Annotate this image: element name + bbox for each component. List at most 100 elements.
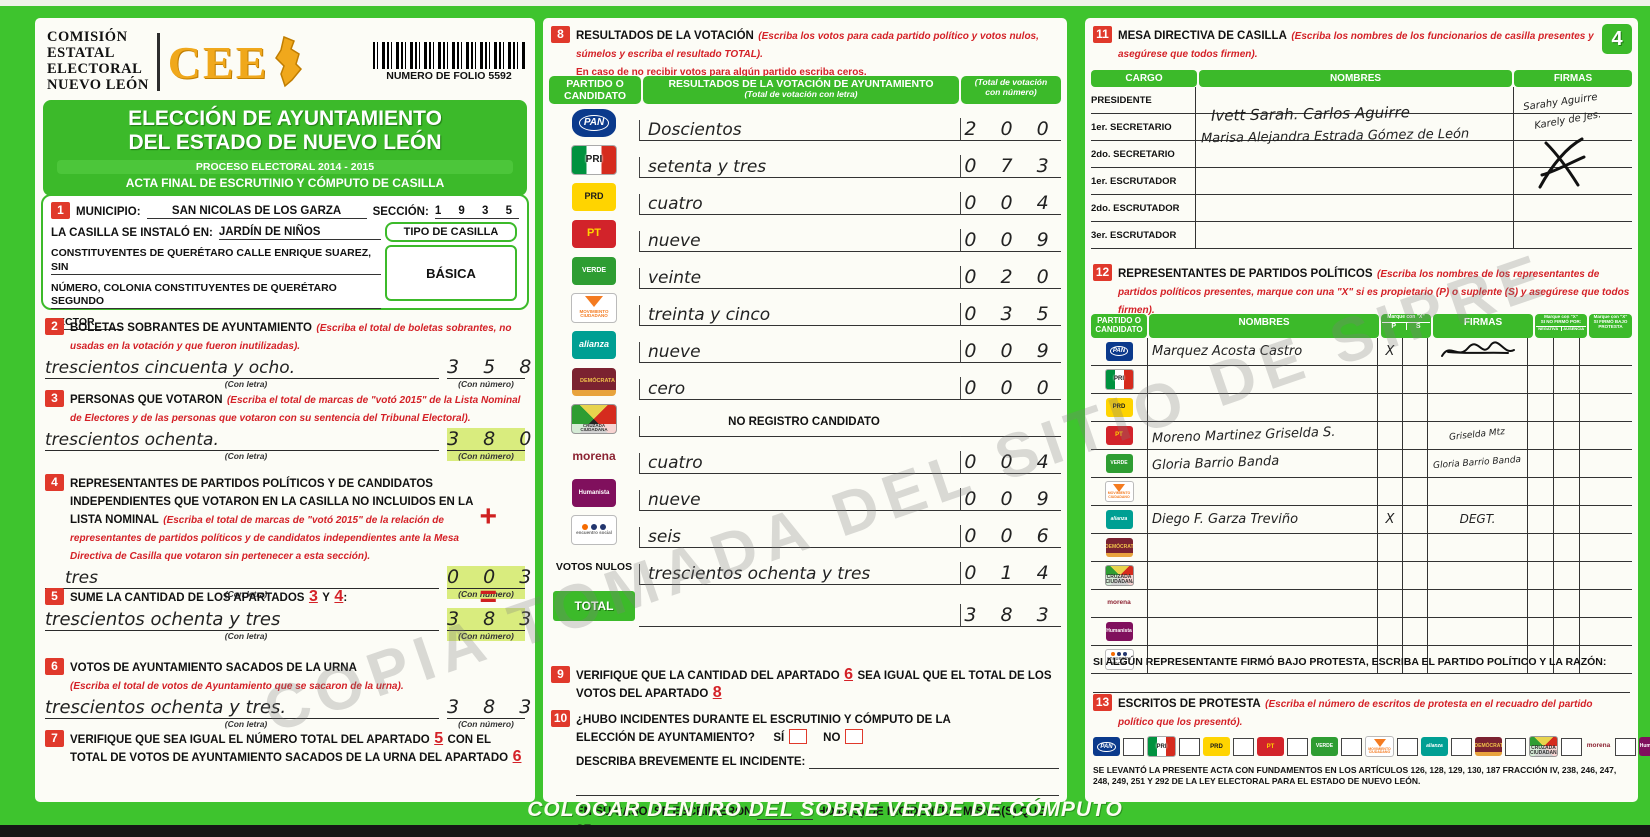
votes-number: 0 0 4 (964, 451, 1058, 474)
negativa-cell[interactable] (1527, 561, 1553, 589)
protesta-cell[interactable] (1579, 337, 1632, 365)
section-number: 7 (45, 730, 64, 747)
nombre-cell (1195, 87, 1513, 113)
negativa-cell[interactable] (1527, 421, 1553, 449)
protesta-cell[interactable] (1579, 617, 1632, 645)
propietario-cell[interactable] (1377, 589, 1402, 617)
propietario-cell[interactable] (1377, 477, 1402, 505)
ausencia-cell[interactable] (1553, 393, 1579, 421)
suplente-cell[interactable] (1402, 645, 1427, 673)
morena-protesta-box[interactable] (1615, 737, 1636, 756)
firma-cell (1427, 645, 1527, 673)
ausencia-cell[interactable] (1553, 449, 1579, 477)
propietario-cell[interactable] (1377, 449, 1402, 477)
negativa-cell[interactable] (1527, 365, 1553, 393)
suplente-cell[interactable] (1402, 561, 1427, 589)
suplente-cell[interactable] (1402, 589, 1427, 617)
total-label-cell: TOTAL (549, 591, 639, 622)
negativa-cell[interactable] (1527, 477, 1553, 505)
propietario-cell[interactable]: X (1377, 337, 1402, 365)
ausencia-cell[interactable] (1553, 589, 1579, 617)
header-text: PARTIDO O (566, 78, 624, 90)
protesta-cell[interactable] (1579, 477, 1632, 505)
protesta-cell[interactable] (1579, 365, 1632, 393)
na-protesta-box[interactable] (1451, 737, 1472, 756)
protesta-cell[interactable] (1579, 533, 1632, 561)
suplente-cell[interactable] (1402, 365, 1427, 393)
votes-number: 0 0 0 (964, 377, 1058, 400)
firma-cell (1513, 195, 1632, 221)
numero-cell: 2 0 0 (960, 118, 1061, 142)
section-8-title: RESULTADOS DE LA VOTACIÓN (576, 30, 754, 42)
protesta-cell[interactable] (1579, 645, 1632, 673)
suplente-cell[interactable] (1402, 617, 1427, 645)
result-row-encuentro: encuentro social seis 0 0 6 (549, 511, 1061, 549)
suplente-cell[interactable] (1402, 533, 1427, 561)
propietario-cell[interactable] (1377, 421, 1402, 449)
ausencia-cell[interactable] (1553, 337, 1579, 365)
si-checkbox[interactable] (788, 729, 807, 745)
suplente-cell[interactable] (1402, 337, 1427, 365)
propietario-cell[interactable] (1377, 561, 1402, 589)
footer-instruction-text: COLOCAR DENTRO DEL SOBRE VERDE DE CÓMPUT… (527, 798, 1123, 821)
negativa-cell[interactable] (1527, 589, 1553, 617)
ausencia-cell[interactable] (1553, 561, 1579, 589)
describa-label: DESCRIBA BREVEMENTE EL INCIDENTE: (576, 755, 806, 768)
protesta-cell[interactable] (1579, 393, 1632, 421)
verde-protesta-box[interactable] (1341, 737, 1362, 756)
nombre-cell (1147, 393, 1377, 421)
municipio-label: MUNICIPIO: (76, 205, 141, 218)
propietario-cell[interactable] (1377, 617, 1402, 645)
suplente-cell[interactable] (1402, 421, 1427, 449)
total-letra-cell (639, 626, 960, 628)
suplente-cell[interactable] (1402, 477, 1427, 505)
no-checkbox[interactable] (844, 729, 863, 745)
mc-protesta-box[interactable] (1397, 737, 1418, 756)
protesta-cell[interactable] (1579, 421, 1632, 449)
propietario-cell[interactable] (1377, 393, 1402, 421)
pri-protesta-box[interactable] (1179, 737, 1200, 756)
negativa-cell[interactable] (1527, 393, 1553, 421)
negativa-cell[interactable] (1527, 645, 1553, 673)
ausencia-cell[interactable] (1553, 505, 1579, 533)
protesta-cell[interactable] (1579, 561, 1632, 589)
nombre-cell (1195, 195, 1513, 221)
pt-protesta-box[interactable] (1287, 737, 1308, 756)
suplente-cell[interactable] (1402, 393, 1427, 421)
pt-logo-text: PT (1115, 432, 1123, 439)
firma-cell (1427, 561, 1527, 589)
protesta-cell[interactable] (1579, 505, 1632, 533)
rep-row-mc: MOVIMIENTO CIUDADANO (1091, 477, 1632, 506)
propietario-cell[interactable]: X (1377, 505, 1402, 533)
negativa-cell[interactable] (1527, 337, 1553, 365)
ausencia-cell[interactable] (1553, 617, 1579, 645)
section-6-votos-urna: 6 VOTOS DE AYUNTAMIENTO SACADOS DE LA UR… (45, 658, 531, 729)
ausencia-cell[interactable] (1553, 421, 1579, 449)
suplente-cell[interactable] (1402, 505, 1427, 533)
ausencia-cell[interactable] (1553, 365, 1579, 393)
ausencia-cell[interactable] (1553, 533, 1579, 561)
propietario-cell[interactable] (1377, 645, 1402, 673)
cee-logo: CEE (167, 36, 269, 88)
prd-protesta-box[interactable] (1233, 737, 1254, 756)
letra-cell: nueve (639, 231, 960, 253)
pd-protesta-box[interactable] (1505, 737, 1526, 756)
pd-logo-text: DEMÓCRATA (1105, 543, 1133, 550)
negativa-cell[interactable] (1527, 533, 1553, 561)
lugar-line2: CONSTITUYENTES DE QUERÉTARO CALLE ENRIQU… (51, 247, 381, 275)
cc-protesta-box[interactable] (1561, 737, 1582, 756)
negativa-cell[interactable] (1527, 505, 1553, 533)
numero-cell: 0 3 5 (960, 303, 1061, 327)
section-number: 6 (45, 658, 64, 675)
ausencia-cell[interactable] (1553, 645, 1579, 673)
pan-protesta-box[interactable] (1123, 737, 1144, 756)
suplente-cell[interactable] (1402, 449, 1427, 477)
negativa-cell[interactable] (1527, 449, 1553, 477)
negativa-cell[interactable] (1527, 617, 1553, 645)
propietario-cell[interactable] (1377, 533, 1402, 561)
ausencia-cell[interactable] (1553, 477, 1579, 505)
protesta-cell[interactable] (1579, 589, 1632, 617)
propietario-cell[interactable] (1377, 365, 1402, 393)
protesta-cell[interactable] (1579, 449, 1632, 477)
numero-cell: 0 0 9 (960, 488, 1061, 512)
